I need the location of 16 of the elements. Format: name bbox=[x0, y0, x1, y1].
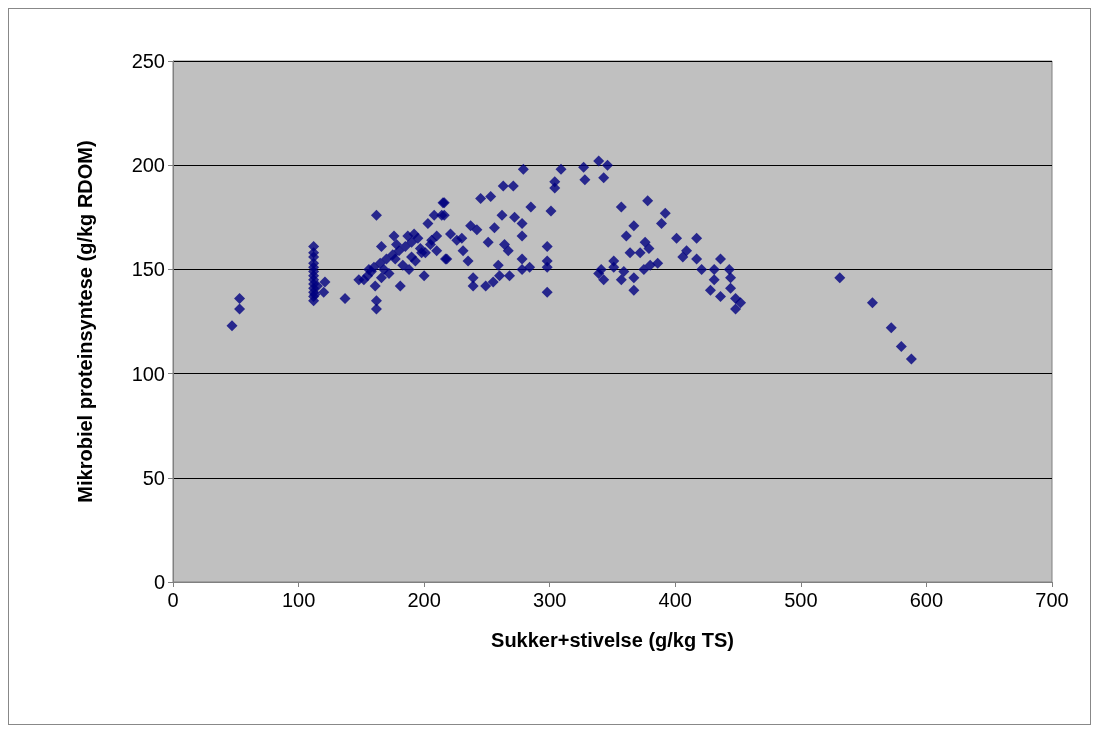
y-tick-label: 50 bbox=[142, 466, 165, 489]
x-axis-title: Sukker+stivelse (g/kg TS) bbox=[491, 629, 734, 651]
y-tick-label: 0 bbox=[153, 571, 165, 593]
x-tick-label: 500 bbox=[784, 589, 818, 611]
x-tick-label: 200 bbox=[407, 589, 441, 611]
x-tick-label: 0 bbox=[167, 589, 179, 611]
x-tick-label: 400 bbox=[658, 589, 692, 611]
y-tick-label: 100 bbox=[131, 362, 165, 385]
x-tick-label: 600 bbox=[909, 589, 944, 611]
x-tick-label: 100 bbox=[281, 589, 316, 611]
y-tick-label: 150 bbox=[131, 258, 165, 281]
y-tick-label: 200 bbox=[131, 154, 165, 177]
x-tick-label: 300 bbox=[533, 589, 567, 611]
y-axis-title: Mikrobiel proteinsyntese (g/kg RDOM) bbox=[74, 140, 96, 503]
x-tick-label: 700 bbox=[1035, 589, 1069, 611]
y-tick-label: 250 bbox=[131, 50, 165, 72]
